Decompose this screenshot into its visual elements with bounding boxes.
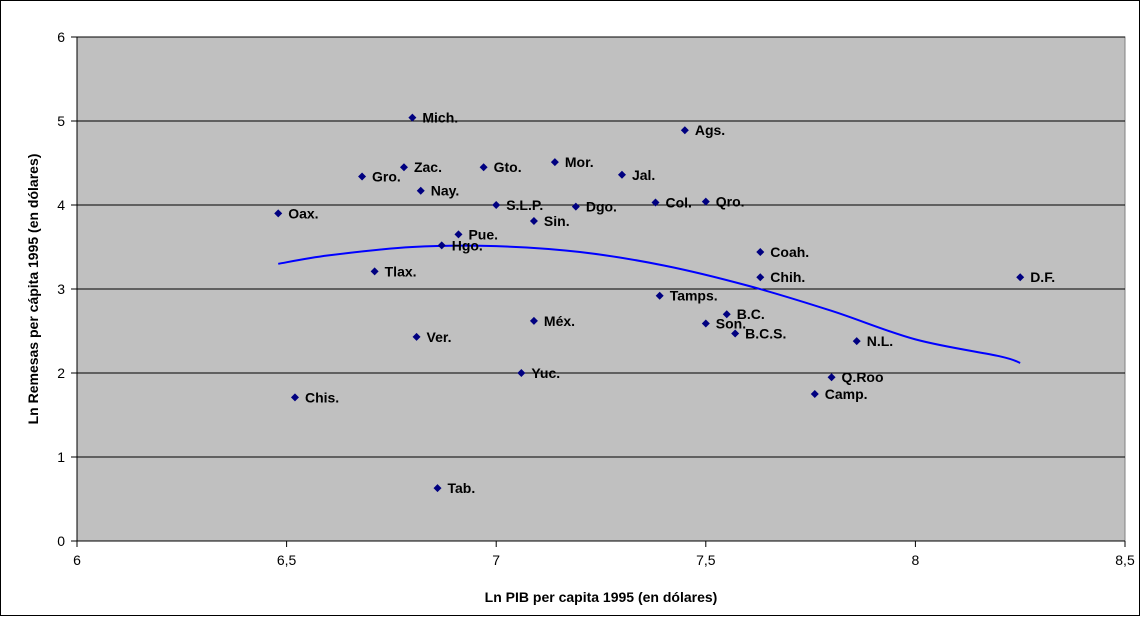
y-tick-label: 2 <box>57 365 65 381</box>
y-tick-label: 0 <box>57 533 65 549</box>
point-label: Jal. <box>632 167 655 183</box>
point-label: N.L. <box>867 333 893 349</box>
point-label: B.C. <box>737 306 765 322</box>
point-label: Son. <box>716 315 746 331</box>
y-tick-label: 5 <box>57 113 65 129</box>
data-point <box>655 291 664 300</box>
trend-line-layer <box>278 244 1021 364</box>
y-tick-label: 6 <box>57 29 65 45</box>
data-point <box>731 329 740 338</box>
point-label: Col. <box>665 194 691 210</box>
point-label: Dgo. <box>586 199 617 215</box>
y-tick-label: 3 <box>57 281 65 297</box>
point-label: Nay. <box>431 183 460 199</box>
point-label: Gto. <box>494 159 522 175</box>
point-label: Mich. <box>422 110 458 126</box>
data-point <box>408 113 417 122</box>
point-label: Chis. <box>305 389 339 405</box>
point-labels: Mich. Ags. Zac. Gto. Mor. Gro. Jal. Nay. S.L.P. C… <box>288 110 1055 496</box>
data-points <box>274 113 1025 493</box>
point-label: S.L.P. <box>506 197 543 213</box>
data-point <box>651 198 660 207</box>
y-axis-title: Ln Remesas per cápita 1995 (en dólares) <box>25 154 41 425</box>
data-point <box>370 267 379 276</box>
point-label: Méx. <box>544 313 575 329</box>
data-point <box>827 373 836 382</box>
data-point <box>358 172 367 181</box>
point-label: Tamps. <box>670 288 718 304</box>
data-point <box>290 393 299 402</box>
point-label: Coah. <box>770 244 809 260</box>
data-point <box>756 248 765 257</box>
point-label: Ver. <box>427 329 452 345</box>
data-point <box>412 332 421 341</box>
data-point <box>680 126 689 135</box>
point-label: Tab. <box>448 480 476 496</box>
data-point <box>756 273 765 282</box>
point-label: B.C.S. <box>745 326 786 342</box>
gridlines <box>77 36 1125 458</box>
point-label: Camp. <box>825 386 868 402</box>
data-point <box>274 209 283 218</box>
data-point <box>701 319 710 328</box>
y-tick-label: 1 <box>57 449 65 465</box>
data-point <box>529 316 538 325</box>
point-label: Qro. <box>716 194 745 210</box>
data-point <box>399 163 408 172</box>
point-label: Sin. <box>544 213 570 229</box>
axes: 0 1 2 3 4 5 6 6 6,5 7 7,5 8 8,5 <box>57 29 1135 568</box>
data-point <box>529 216 538 225</box>
data-point <box>617 170 626 179</box>
data-point <box>810 390 819 398</box>
trend-line <box>278 244 1021 364</box>
point-label: Oax. <box>288 205 318 221</box>
y-tick-label: 4 <box>57 197 65 213</box>
data-point <box>479 163 488 172</box>
data-point <box>852 337 861 346</box>
point-label: Mor. <box>565 154 594 170</box>
x-tick-label: 8 <box>912 552 920 568</box>
data-point <box>492 201 501 209</box>
data-point <box>571 202 580 211</box>
point-label: Gro. <box>372 168 401 184</box>
x-tick-label: 6 <box>73 552 81 568</box>
point-label: Hgo. <box>452 237 483 253</box>
x-tick-label: 7,5 <box>696 552 716 568</box>
x-tick-label: 6,5 <box>277 552 297 568</box>
data-point <box>437 241 446 250</box>
data-point <box>1016 273 1025 282</box>
x-tick-label: 7 <box>492 552 500 568</box>
point-label: Pue. <box>468 226 498 242</box>
point-label: D.F. <box>1030 269 1055 285</box>
point-label: Q.Roo <box>842 369 884 385</box>
data-point <box>517 369 526 377</box>
point-label: Tlax. <box>385 263 417 279</box>
point-label: Ags. <box>695 122 725 138</box>
data-point <box>722 310 731 319</box>
data-point <box>416 186 425 195</box>
x-axis-title: Ln PIB per capita 1995 (en dólares) <box>485 589 718 605</box>
point-label: Yuc. <box>531 365 560 381</box>
data-point <box>701 197 710 206</box>
data-point <box>433 484 442 493</box>
data-point <box>454 230 463 239</box>
data-point <box>550 158 559 167</box>
point-label: Zac. <box>414 159 442 175</box>
point-label: Chih. <box>770 269 805 285</box>
x-tick-label: 8,5 <box>1115 552 1135 568</box>
